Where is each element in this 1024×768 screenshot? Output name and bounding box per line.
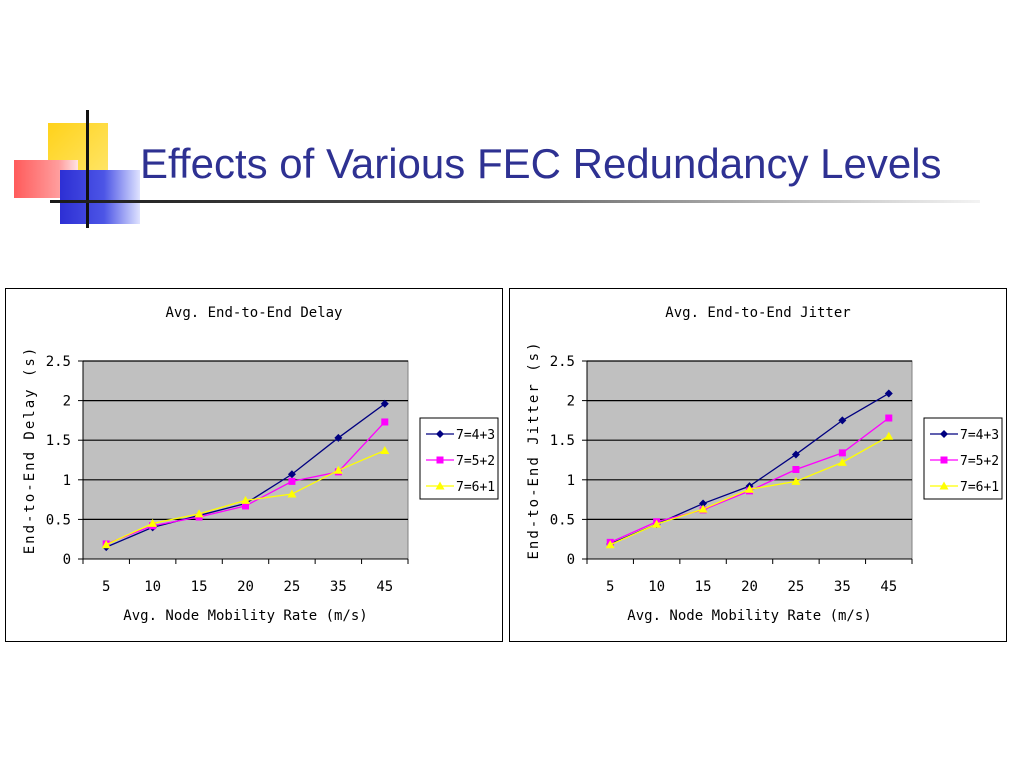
- jitter-series-3-point: [652, 519, 662, 528]
- jitter-series-3-point: [884, 431, 894, 440]
- delay-legend-marker: [436, 456, 444, 464]
- delay-legend-marker: [435, 481, 445, 490]
- delay-legend-label: 7=6+1: [456, 480, 495, 495]
- jitter-legend-marker: [939, 481, 949, 490]
- jitter-x-tick-label: 45: [880, 579, 897, 595]
- jitter-legend-label: 7=6+1: [960, 480, 999, 495]
- delay-y-tick-label: 1.5: [46, 433, 71, 449]
- delay-series-1-point: [380, 399, 389, 408]
- jitter-legend-marker: [940, 430, 948, 438]
- jitter-series-1-point: [699, 499, 708, 508]
- jitter-series-3-point: [791, 476, 801, 485]
- delay-legend-label: 7=5+2: [456, 454, 495, 469]
- jitter-legend-marker: [940, 456, 948, 464]
- jitter-y-tick-label: 1: [567, 473, 575, 489]
- jitter-y-axis-label: End-to-End Jitter (s): [526, 340, 542, 559]
- delay-series-3-point: [101, 540, 111, 549]
- delay-series-2-point: [288, 477, 296, 485]
- delay-legend-marker: [436, 430, 444, 438]
- jitter-series-3-point: [837, 457, 847, 466]
- jitter-x-tick-label: 5: [606, 579, 614, 595]
- delay-series-3-point: [380, 445, 390, 454]
- delay-x-tick-label: 45: [376, 579, 393, 595]
- jitter-x-tick-label: 10: [648, 579, 665, 595]
- delay-x-tick-label: 15: [191, 579, 208, 595]
- title-underline: [50, 200, 980, 203]
- jitter-series-3-point: [698, 504, 708, 513]
- jitter-x-axis-label: Avg. Node Mobility Rate (m/s): [627, 608, 871, 624]
- jitter-series-3-point: [605, 540, 615, 549]
- jitter-y-tick-label: 0: [567, 552, 575, 568]
- jitter-series-1-point: [884, 389, 893, 398]
- delay-y-tick-label: 0.5: [46, 512, 71, 528]
- jitter-plot-area: [586, 360, 913, 560]
- jitter-x-tick-label: 35: [834, 579, 851, 595]
- decorative-blue-square: [60, 170, 140, 224]
- delay-chart-frame: Avg. End-to-End Delay 0 0.5 1 1.5 2 2.5 5 10 15 20…: [5, 288, 503, 642]
- jitter-chart: Avg. End-to-End Jitter 0 0.5 1 1.5 2 2.5 5 10 15 2…: [526, 305, 1003, 624]
- jitter-series-3-point: [745, 484, 754, 493]
- delay-y-tick-label: 2.5: [46, 354, 71, 370]
- delay-series-3-point: [241, 495, 250, 504]
- delay-chart-title: Avg. End-to-End Delay: [165, 305, 342, 321]
- jitter-x-tick-label: 15: [695, 579, 712, 595]
- delay-y-axis-label: End-to-End Delay (s): [22, 346, 38, 555]
- delay-x-tick-label: 10: [144, 579, 161, 595]
- delay-x-tick-label: 20: [237, 579, 254, 595]
- delay-series-3-point: [194, 509, 204, 518]
- delay-y-tick-label: 2: [63, 394, 71, 410]
- jitter-y-tick-label: 2.5: [550, 354, 575, 370]
- delay-chart: Avg. End-to-End Delay 0 0.5 1 1.5 2 2.5 5 10 15 20…: [22, 305, 499, 624]
- delay-series-1-point: [334, 433, 343, 442]
- decorative-vertical-line: [86, 110, 89, 228]
- jitter-legend-label: 7=4+3: [960, 428, 999, 443]
- delay-series-1-point: [287, 470, 296, 479]
- delay-series-3-point: [333, 465, 343, 474]
- jitter-y-tick-label: 2: [567, 394, 575, 410]
- jitter-series-2-point: [792, 466, 800, 474]
- jitter-legend-label: 7=5+2: [960, 454, 999, 469]
- jitter-series-2-point: [838, 449, 846, 457]
- jitter-x-tick-label: 25: [787, 579, 804, 595]
- slide-title: Effects of Various FEC Redundancy Levels: [140, 140, 942, 187]
- delay-series-3-point: [287, 489, 297, 498]
- delay-x-tick-label: 25: [283, 579, 300, 595]
- jitter-y-tick-label: 1.5: [550, 433, 575, 449]
- delay-series-2-point: [381, 418, 389, 426]
- jitter-y-tick-label: 0.5: [550, 512, 575, 528]
- jitter-series-1-point: [791, 450, 800, 459]
- delay-series-2-point: [242, 502, 249, 510]
- delay-plot-area: [82, 360, 409, 560]
- delay-x-tick-label: 5: [102, 579, 110, 595]
- jitter-chart-title: Avg. End-to-End Jitter: [665, 305, 850, 321]
- jitter-x-tick-label: 20: [741, 579, 758, 595]
- jitter-chart-frame: Avg. End-to-End Jitter 0 0.5 1 1.5 2 2.5 5 10 15 2…: [509, 288, 1007, 642]
- jitter-series-1-point: [838, 416, 847, 425]
- delay-x-tick-label: 35: [330, 579, 347, 595]
- delay-legend-label: 7=4+3: [456, 428, 495, 443]
- delay-series-3-point: [148, 518, 158, 527]
- delay-y-tick-label: 1: [63, 473, 71, 489]
- delay-y-tick-label: 0: [63, 552, 71, 568]
- jitter-series-2-point: [885, 414, 893, 422]
- delay-x-axis-label: Avg. Node Mobility Rate (m/s): [123, 608, 367, 624]
